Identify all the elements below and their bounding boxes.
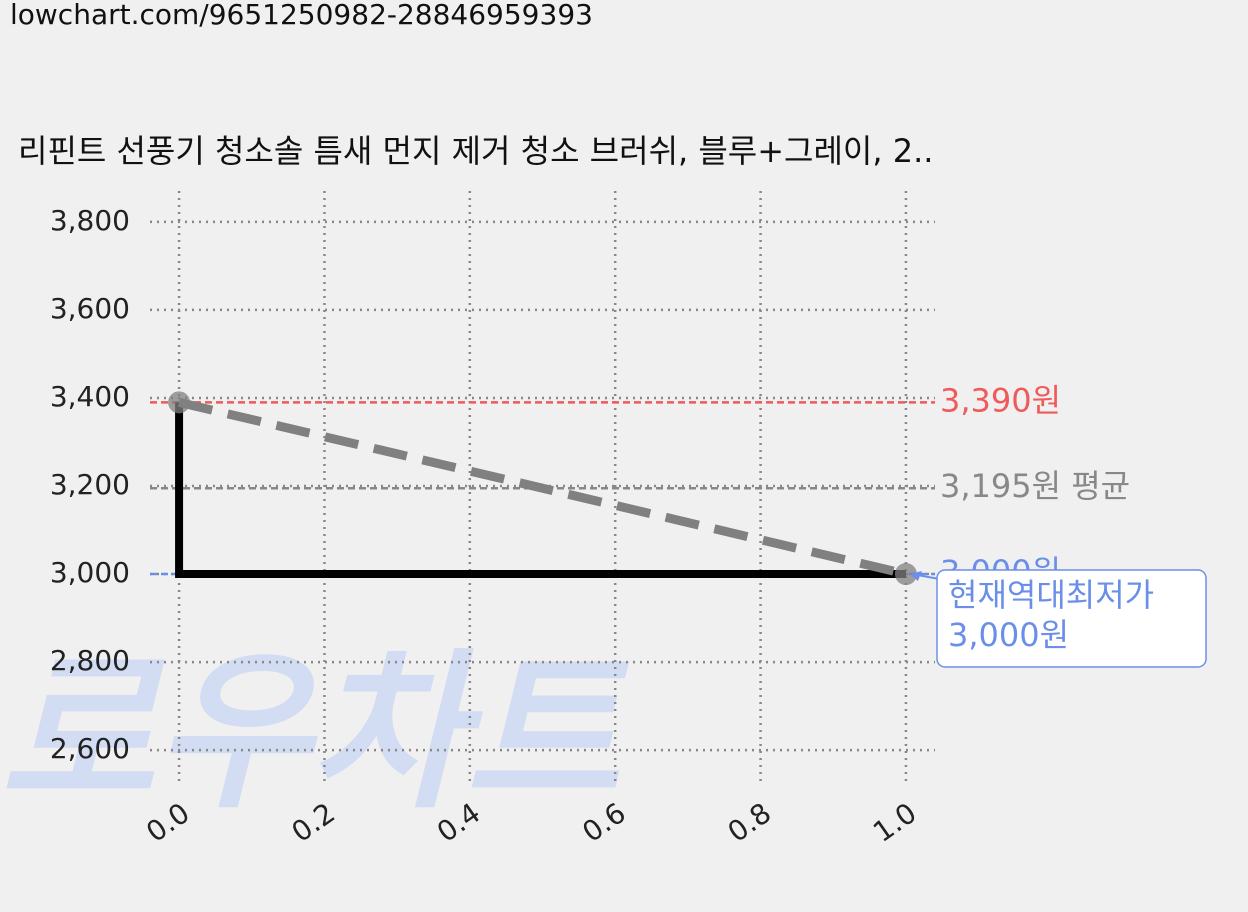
x-tick-label: 1.0 xyxy=(867,796,922,849)
annotation-text: 현재역대최저가 xyxy=(948,576,1154,614)
watermark: 로우차트 xyxy=(0,634,630,832)
y-tick-label: 3,600 xyxy=(50,292,130,325)
y-tick-label: 3,400 xyxy=(50,380,130,413)
reference-label: 3,390원 xyxy=(940,381,1061,419)
y-tick-label: 3,800 xyxy=(50,204,130,237)
line xyxy=(178,397,907,579)
url: lowchart.com/9651250982-28846959393 xyxy=(10,0,593,31)
x-tick-label: 0.8 xyxy=(722,796,777,849)
chart-title: 리핀트 선풍기 청소솔 틈새 먼지 제거 청소 브러쉬, 블루+그레이, 2.. xyxy=(18,132,933,170)
y-tick-label: 3,000 xyxy=(50,556,130,589)
marker xyxy=(894,563,917,586)
marker xyxy=(168,391,191,414)
y-tick-label: 2,800 xyxy=(50,644,130,677)
annotation-arrowhead xyxy=(909,571,922,582)
reference-label: 3,195원 평균 xyxy=(940,467,1130,505)
line xyxy=(175,402,906,579)
y-tick-label: 3,200 xyxy=(50,468,130,501)
annotation-box xyxy=(936,569,1207,668)
annotation-text: 3,000원 xyxy=(948,616,1069,654)
y-tick-label: 2,600 xyxy=(50,732,130,765)
